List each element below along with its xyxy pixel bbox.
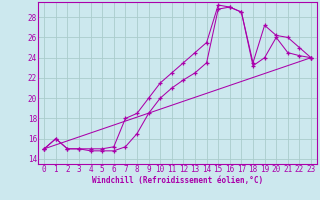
X-axis label: Windchill (Refroidissement éolien,°C): Windchill (Refroidissement éolien,°C) [92, 176, 263, 185]
